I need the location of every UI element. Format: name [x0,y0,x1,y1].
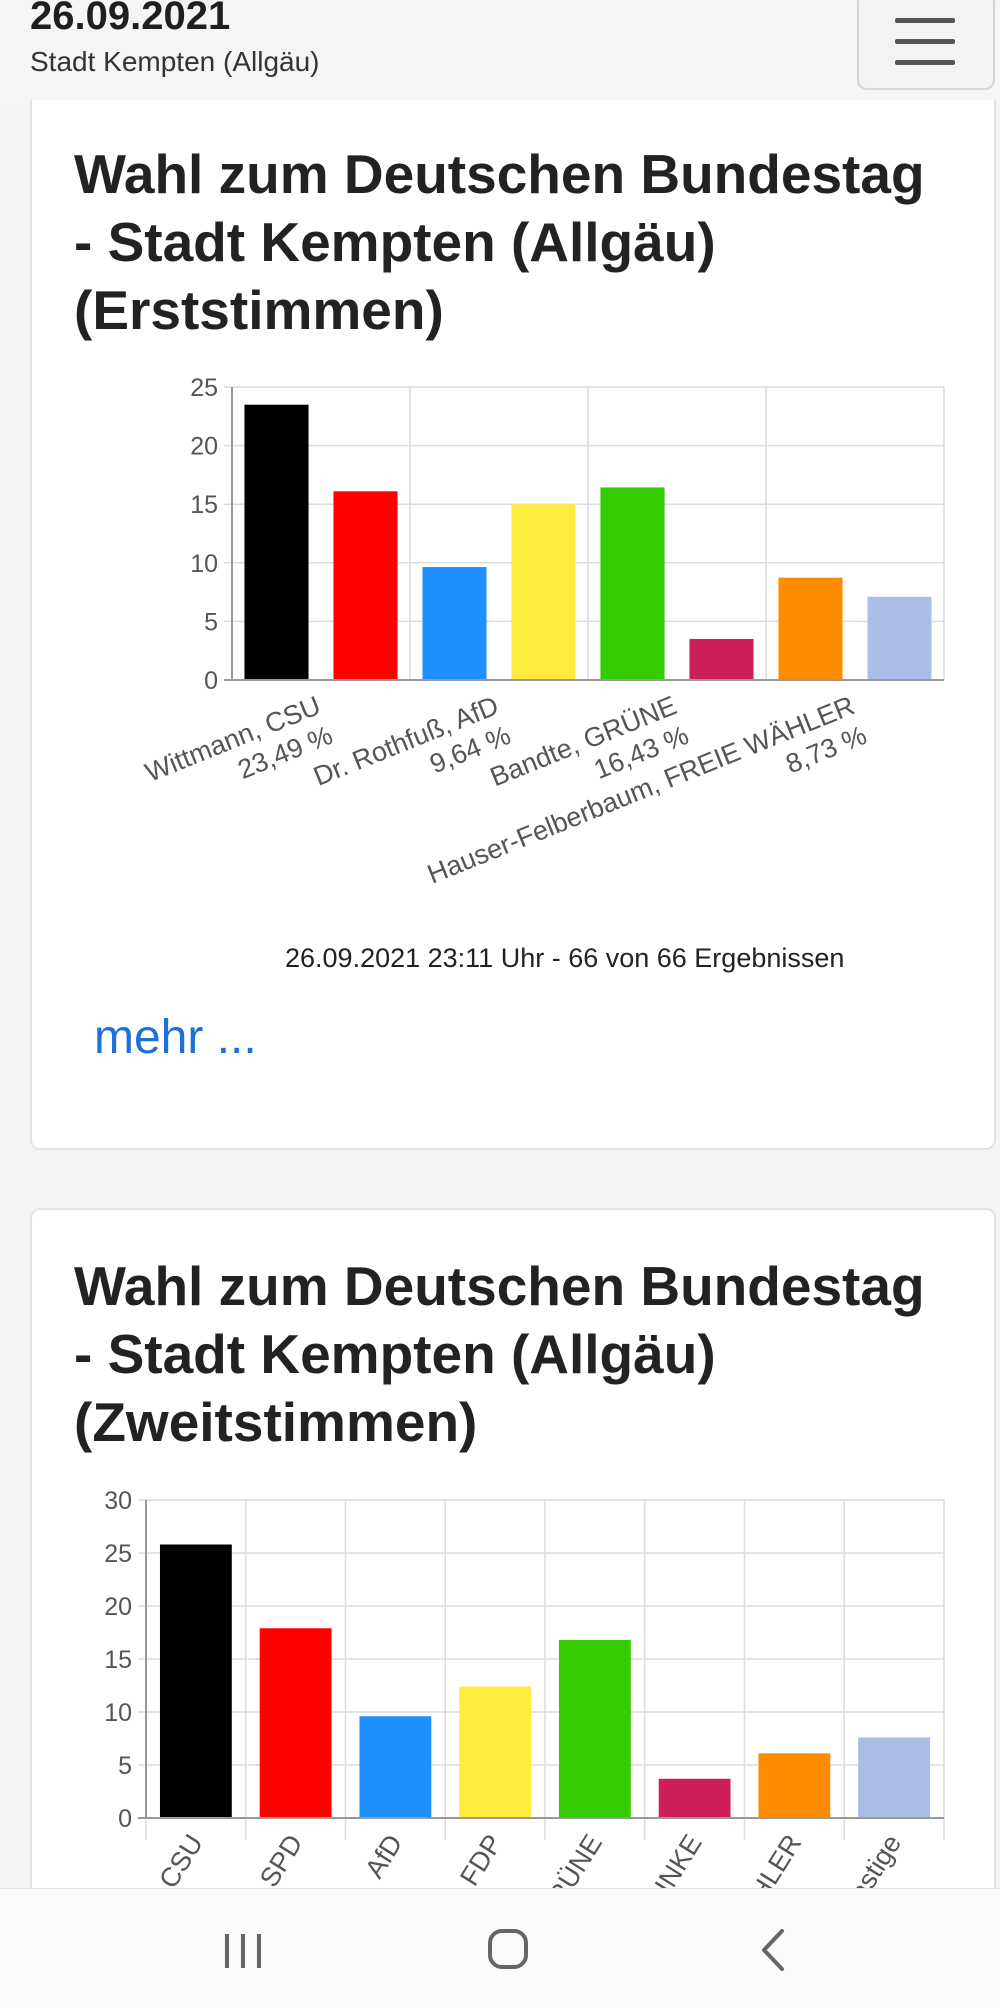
x-tick-label: FDP [454,1829,508,1891]
bar [778,577,843,680]
y-tick-label: 0 [118,1805,132,1833]
y-tick-label: 0 [204,667,218,695]
y-tick-label: 25 [104,1540,132,1568]
x-tick-label: CSU [153,1829,209,1893]
system-nav-bar [0,1888,1000,2008]
bar [558,1639,631,1818]
header-region: Stadt Kempten (Allgäu) [30,46,320,77]
bar [459,1686,532,1818]
y-tick-label: 5 [118,1752,132,1780]
bar [600,487,665,680]
bar [658,1778,731,1818]
bar [359,1716,432,1818]
top-bar: 26.09.2021 Stadt Kempten (Allgäu) [0,0,1000,108]
bar [259,1628,332,1818]
y-tick-label: 20 [190,433,218,461]
y-tick-label: 30 [104,1487,132,1515]
home-button[interactable] [478,1925,538,1975]
recent-apps-icon [225,1934,261,1968]
result-status: 26.09.2021 23:11 Uhr - 66 von 66 Ergebni… [285,943,845,973]
y-tick-label: 15 [190,491,218,519]
y-tick-label: 15 [104,1646,132,1674]
y-tick-label: 10 [190,550,218,578]
erststimmen-title: Wahl zum Deutschen Bundestag - Stadt Kem… [74,140,974,344]
zweitstimmen-title: Wahl zum Deutschen Bundestag - Stadt Kem… [74,1252,974,1456]
back-icon [762,1929,784,1971]
title-line-2: - Stadt Kempten (Allgäu) [74,1323,716,1385]
bar [244,404,309,680]
erststimmen-card: Wahl zum Deutschen Bundestag - Stadt Kem… [30,100,996,1150]
more-link[interactable]: mehr ... [94,1011,257,1064]
title-line-1: Wahl zum Deutschen Bundestag [74,1255,925,1317]
y-tick-label: 5 [204,608,218,636]
y-tick-label: 25 [190,374,218,402]
back-button[interactable] [744,1925,804,1975]
x-tick-label: SPD [254,1829,309,1892]
bar [867,596,932,680]
bar [689,638,754,680]
bar [333,491,398,680]
bar [422,567,487,680]
recent-apps-button[interactable] [213,1925,273,1975]
title-line-3: (Erststimmen) [74,279,444,341]
header-date: 26.09.2021 [30,0,231,38]
y-tick-label: 20 [104,1593,132,1621]
y-tick-label: 10 [104,1699,132,1727]
title-line-2: - Stadt Kempten (Allgäu) [74,211,716,273]
menu-button[interactable] [857,0,995,90]
bar [511,504,576,680]
bar [159,1544,232,1818]
home-icon [488,1929,528,1969]
title-line-3: (Zweitstimmen) [74,1391,478,1453]
title-line-1: Wahl zum Deutschen Bundestag [74,143,925,205]
x-tick-label: AfD [359,1829,408,1883]
bar [858,1737,931,1818]
zweitstimmen-card: Wahl zum Deutschen Bundestag - Stadt Kem… [30,1208,996,1970]
bar [758,1753,831,1818]
